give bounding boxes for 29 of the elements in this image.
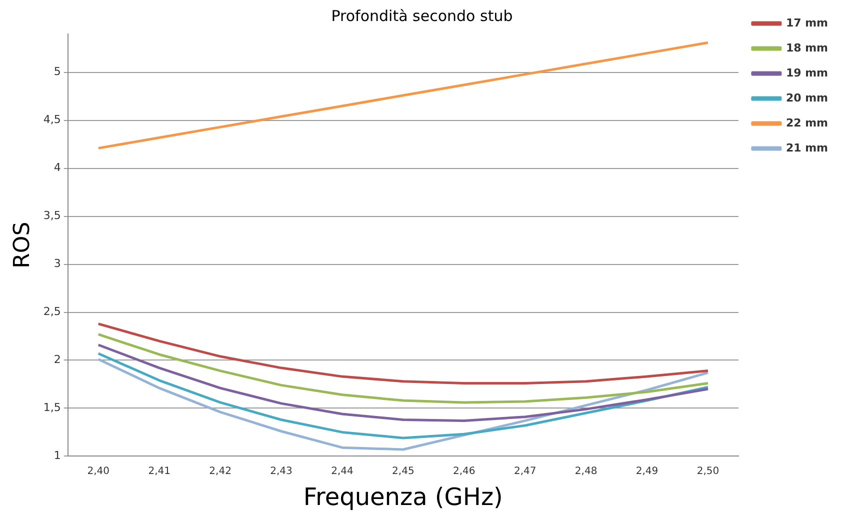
y-axis-title: ROS <box>10 222 35 268</box>
x-tick-label: 2,48 <box>574 466 598 477</box>
legend-label: 19 mm <box>786 66 828 80</box>
y-tick-label: 3 <box>54 257 61 270</box>
legend-label: 21 mm <box>786 141 828 154</box>
y-tick-label: 4,5 <box>43 113 61 126</box>
x-tick-label: 2,47 <box>514 466 536 477</box>
legend-label: 22 mm <box>786 116 828 130</box>
y-tick-label: 1 <box>54 449 61 462</box>
x-tick-label: 2,46 <box>452 466 476 477</box>
x-axis-title: Frequenza (GHz) <box>303 482 503 511</box>
y-tick-label: 2 <box>54 353 61 366</box>
x-tick-label: 2,42 <box>209 466 232 477</box>
legend-label: 17 mm <box>786 16 828 30</box>
x-tick-label: 2,50 <box>696 466 720 477</box>
x-tick-label: 2,41 <box>148 466 170 477</box>
y-tick-label: 1,5 <box>43 401 61 414</box>
y-tick-label: 3,5 <box>43 209 61 222</box>
x-tick-label: 2,43 <box>270 466 292 477</box>
chart-title: Profondità secondo stub <box>331 6 513 25</box>
legend-label: 18 mm <box>786 41 828 54</box>
y-tick-label: 5 <box>54 65 61 78</box>
x-tick-label: 2,45 <box>392 466 414 477</box>
legend-label: 20 mm <box>786 91 828 104</box>
x-tick-label: 2,40 <box>87 466 110 477</box>
x-tick-label: 2,49 <box>636 466 658 477</box>
y-tick-label: 4 <box>54 161 61 174</box>
x-tick-label: 2,44 <box>331 466 354 477</box>
y-tick-label: 2,5 <box>43 305 61 318</box>
